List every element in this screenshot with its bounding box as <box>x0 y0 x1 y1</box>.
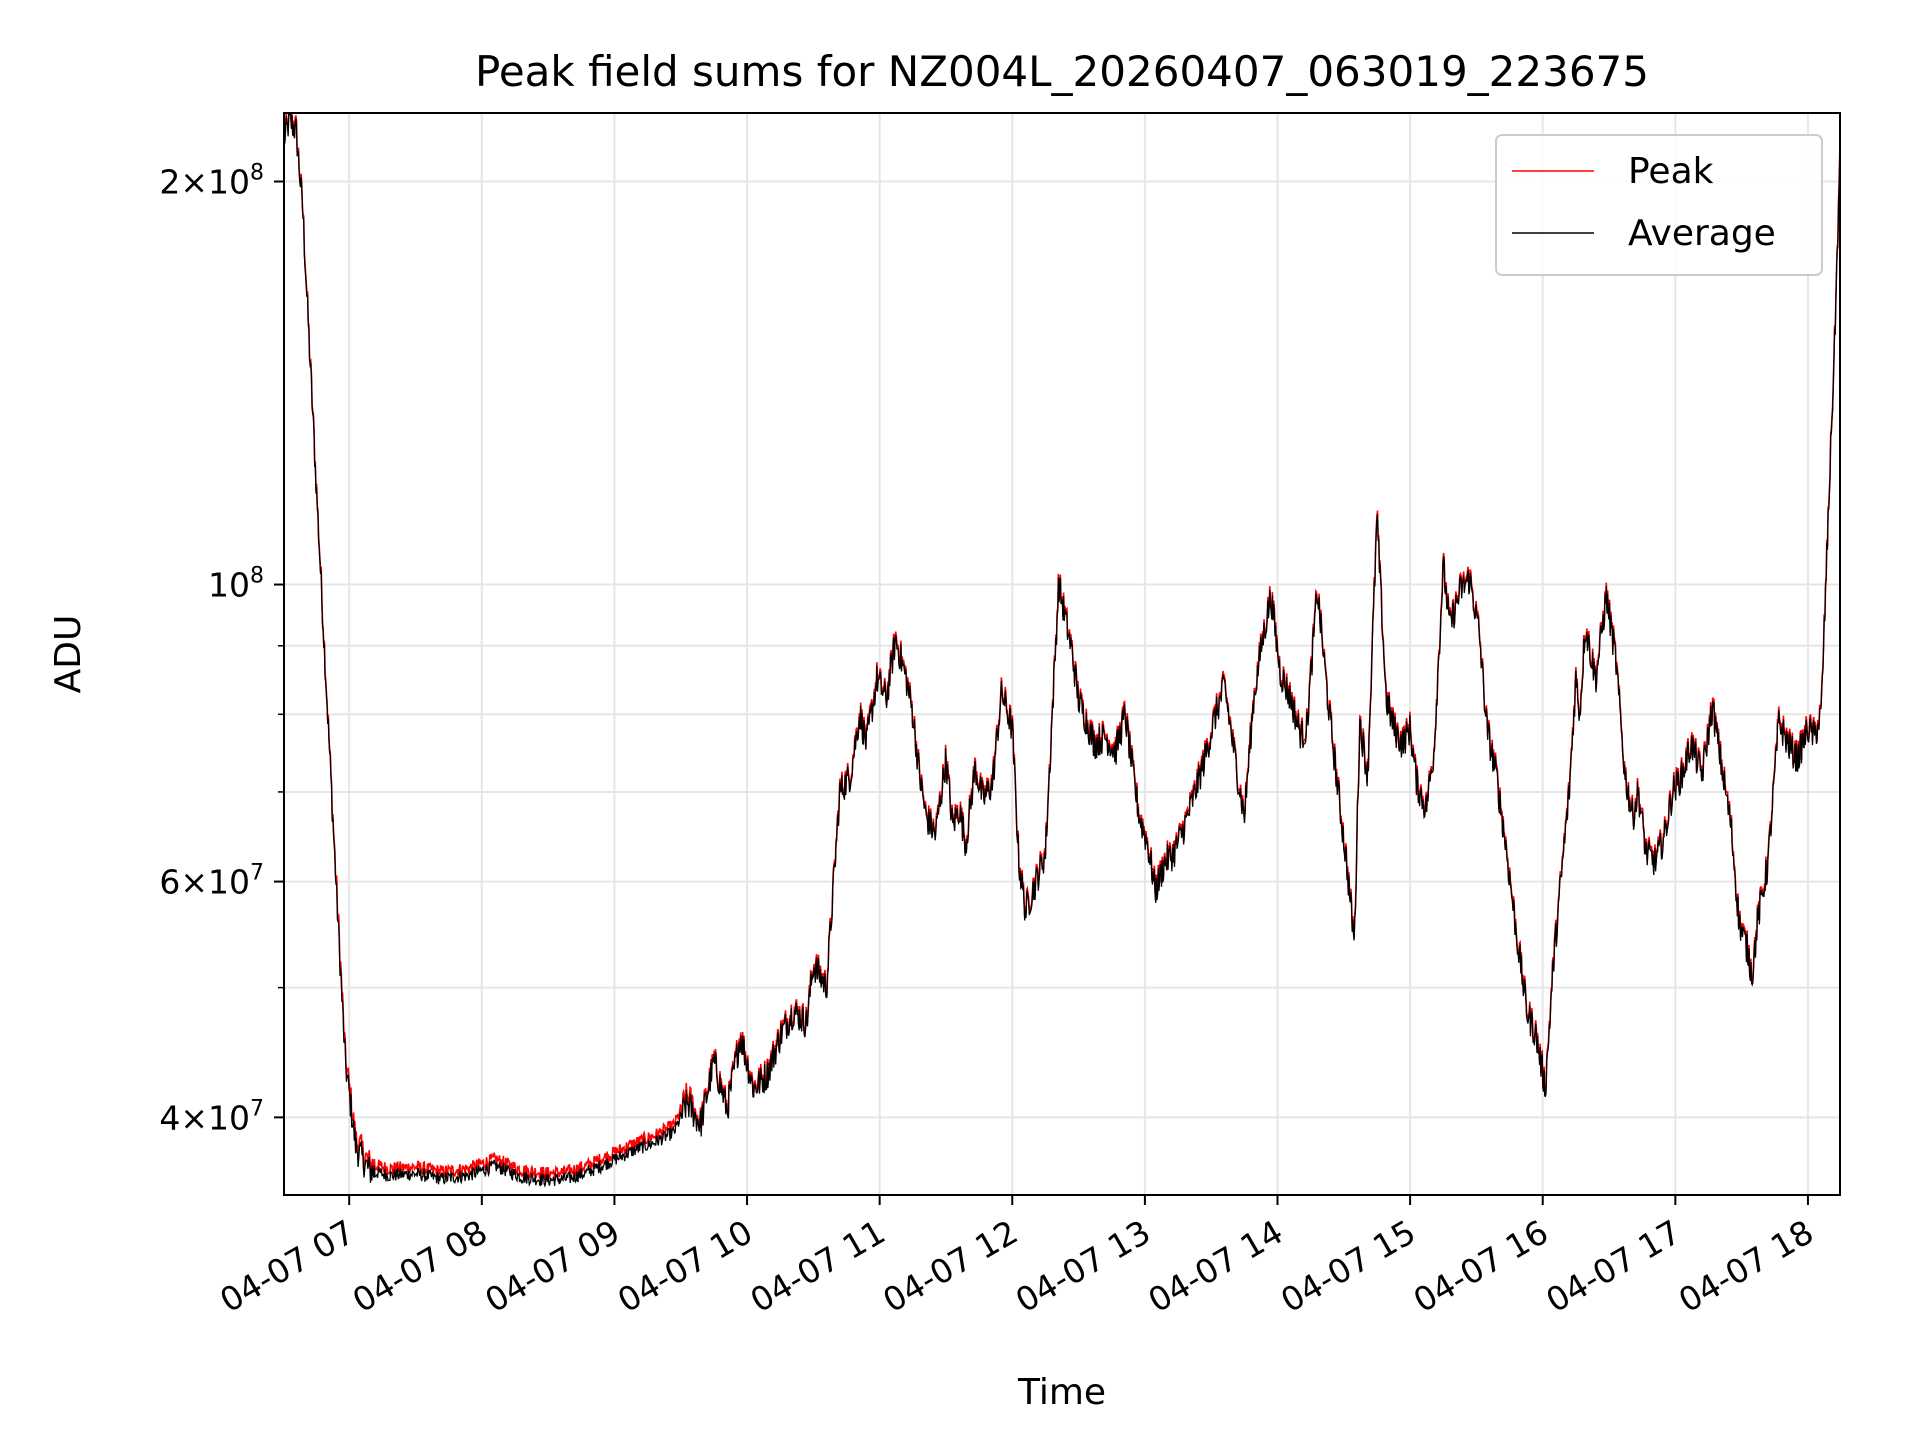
y-tick-label: 108 <box>208 564 264 605</box>
y-tick-label: 2×108 <box>159 160 264 201</box>
y-axis-label: ADU <box>48 615 89 694</box>
plot-frame <box>283 112 1841 1196</box>
legend-label-average: Average <box>1628 213 1776 254</box>
series-line-average <box>284 113 1840 1188</box>
x-axis-label: Time <box>1017 1372 1106 1413</box>
series-lines <box>284 113 1840 1188</box>
chart-title: Peak field sums for NZ004L_20260407_0630… <box>475 47 1649 96</box>
y-tick-label: 4×107 <box>159 1096 264 1137</box>
y-axis: 4×107 6×107 108 2×108 <box>159 160 284 1137</box>
y-tick-label: 6×107 <box>159 861 264 902</box>
legend-box <box>1495 134 1823 276</box>
legend: Peak Average <box>1495 134 1823 276</box>
legend-label-peak: Peak <box>1628 151 1714 192</box>
